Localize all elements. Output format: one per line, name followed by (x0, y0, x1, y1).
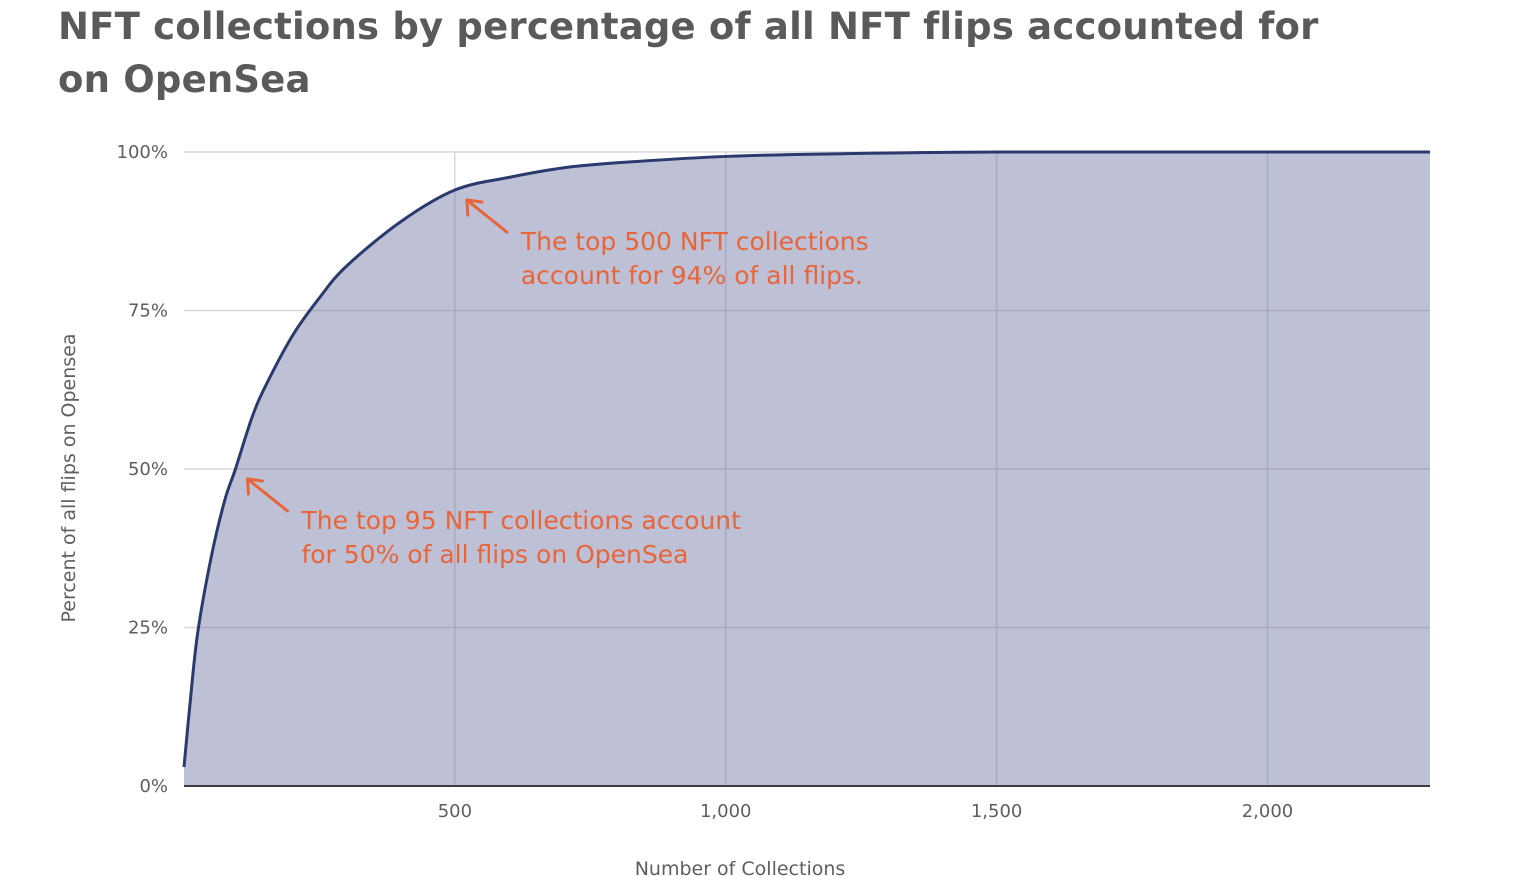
annotation: The top 95 NFT collections account for 50… (245, 477, 741, 569)
x-tick-label: 1,500 (971, 801, 1023, 822)
x-tick-label: 1,000 (700, 801, 752, 822)
series-line (182, 150, 1430, 768)
y-tick-label: 100% (117, 142, 168, 163)
annotation-arrowhead (245, 477, 264, 496)
y-tick-label: 75% (128, 301, 168, 322)
annotations: The top 500 NFT collections account for 9… (245, 198, 869, 569)
x-tick-label: 500 (438, 801, 472, 822)
x-tick-label: 2,000 (1242, 801, 1294, 822)
inner-grid (184, 152, 1430, 786)
annotation-text: The top 95 NFT collections account (300, 506, 741, 535)
annotation-arrowhead (465, 198, 484, 217)
annotation-arrow (465, 198, 509, 234)
y-axis-label: Percent of all flips on Opensea (58, 333, 80, 622)
chart-title: NFT collections by percentage of all NFT… (58, 5, 1319, 101)
annotation-text: account for 94% of all flips. (521, 261, 863, 290)
x-axis-label: Number of Collections (635, 858, 846, 876)
y-tick-label: 0% (139, 776, 168, 797)
y-axis: 0% 25% 50% 75% 100% (117, 142, 168, 797)
x-tick-labels: 500 1,000 1,500 2,000 (438, 801, 1294, 822)
annotation-text: for 50% of all flips on OpenSea (301, 540, 688, 569)
annotation-arrow (245, 477, 289, 513)
y-tick-label: 25% (128, 618, 168, 639)
annotation: The top 500 NFT collections account for 9… (465, 198, 869, 290)
y-tick-label: 50% (128, 459, 168, 480)
annotation-text: The top 500 NFT collections (520, 227, 869, 256)
